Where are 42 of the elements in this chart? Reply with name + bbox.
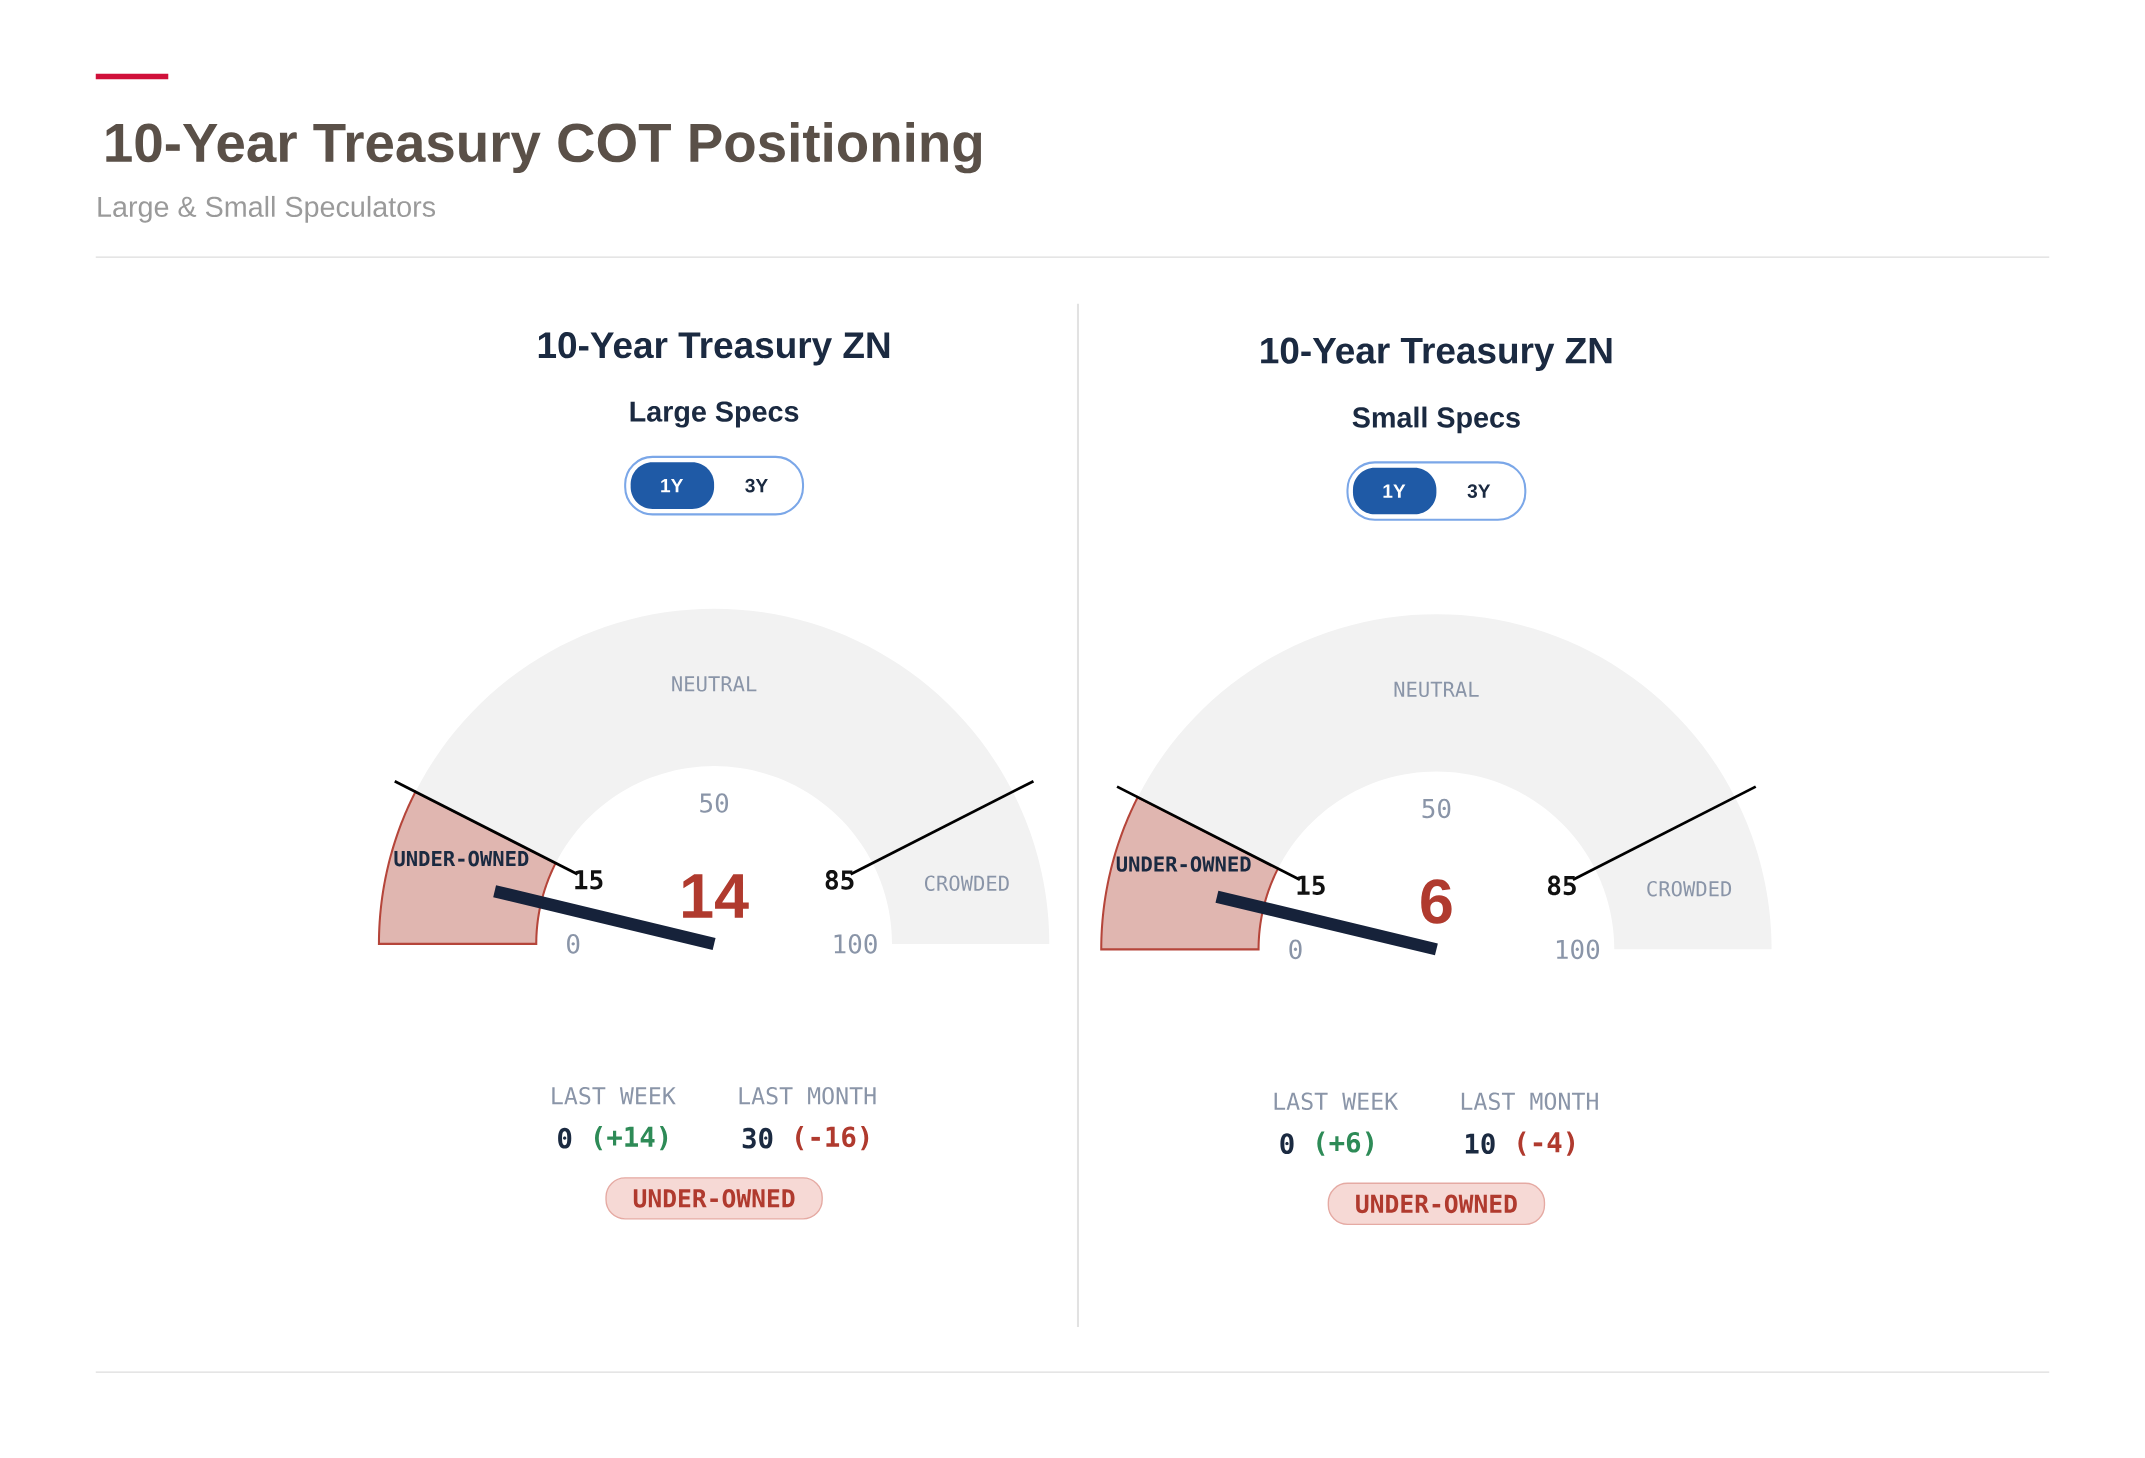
text: (+14) xyxy=(594,1125,668,1151)
chart-title: 10-Year Treasury ZN xyxy=(538,331,890,366)
text: (-16) xyxy=(796,1125,869,1151)
chart-subtitle: Small Specs xyxy=(1352,406,1520,434)
text: 0 xyxy=(1280,1133,1294,1154)
text: LAST WEEK xyxy=(552,1086,676,1105)
chart-subtitle: Large Specs xyxy=(630,401,799,428)
text: (+6) xyxy=(1317,1131,1373,1156)
text: 50 xyxy=(700,793,729,813)
text: UNDER-OWNED xyxy=(1356,1194,1517,1213)
text: 1Y xyxy=(1383,484,1406,498)
text: 100 xyxy=(1556,939,1600,960)
text: 3Y xyxy=(745,478,768,493)
text: UNDER-OWNED xyxy=(633,1188,795,1208)
slice-label: UNDER-OWNED xyxy=(1116,856,1251,872)
text: 10-Year Treasury COT Positioning xyxy=(106,121,982,174)
text: 30 xyxy=(742,1127,773,1149)
slice-label: NEUTRAL xyxy=(1394,681,1479,697)
text: 14 xyxy=(683,874,749,918)
text: 100 xyxy=(834,933,877,954)
slice-label: UNDER-OWNED xyxy=(394,850,529,867)
text: 6 xyxy=(1421,879,1452,924)
text: LAST WEEK xyxy=(1274,1092,1399,1110)
text: 0 xyxy=(567,933,580,954)
text: 0 xyxy=(558,1127,572,1149)
text: 3Y xyxy=(1467,484,1491,498)
text: 50 xyxy=(1422,798,1451,819)
text: 15 xyxy=(1297,875,1325,895)
text: LAST MONTH xyxy=(1461,1092,1598,1110)
slice-label: CROWDED xyxy=(1647,880,1732,897)
text: 15 xyxy=(575,870,603,890)
text: LAST MONTH xyxy=(739,1086,876,1105)
text: 85 xyxy=(1547,875,1576,896)
text: 1Y xyxy=(661,478,684,493)
slice-label: CROWDED xyxy=(924,875,1009,891)
slice-label: NEUTRAL xyxy=(672,676,757,692)
text: 10 xyxy=(1465,1133,1495,1154)
text: Large & Small Speculators xyxy=(98,195,436,223)
text: 85 xyxy=(825,869,854,890)
text: (-4) xyxy=(1518,1131,1575,1156)
text: 0 xyxy=(1289,939,1302,960)
chart-title: 10-Year Treasury ZN xyxy=(1261,337,1612,371)
